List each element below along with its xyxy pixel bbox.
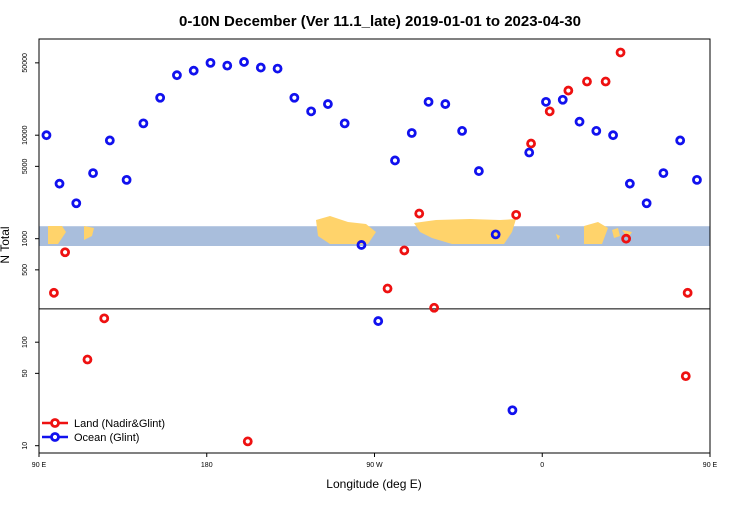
x-tick-label: 90 W (366, 462, 383, 469)
y-tick-label: 10 (22, 442, 29, 450)
ocean-point (155, 92, 166, 103)
ocean-point (289, 92, 300, 103)
land-sulawesi (612, 228, 620, 238)
x-tick-label: 90 E (32, 462, 47, 469)
ocean-point (457, 126, 468, 136)
ocean-point (339, 118, 350, 129)
ocean-point (41, 130, 52, 141)
ocean-point (205, 57, 216, 68)
land-point (429, 302, 440, 313)
ocean-point (188, 65, 199, 76)
y-tick-label: 100 (22, 336, 29, 348)
land-point (49, 287, 59, 298)
ocean-point (306, 106, 317, 117)
land-south-america (316, 216, 376, 244)
land-point (511, 209, 522, 220)
land-point (242, 436, 253, 447)
y-tick-label: 5000 (22, 158, 29, 174)
land-point (414, 208, 425, 219)
ocean-point (440, 99, 451, 109)
ocean-point (658, 168, 669, 179)
chart-title: 0-10N December (Ver 11.1_late) 2019-01-0… (179, 13, 581, 30)
ocean-point (490, 229, 501, 240)
ocean-point (356, 240, 367, 250)
land-africa (414, 219, 516, 244)
land-sri-lanka (556, 234, 560, 240)
y-axis-label: N Total (0, 226, 12, 263)
ocean-point (323, 99, 333, 109)
land-point (615, 47, 626, 58)
ocean-point (71, 198, 82, 209)
y-tick-label: 1000 (22, 231, 29, 247)
ocean-point (574, 116, 585, 127)
land-point (582, 76, 592, 87)
land-point (544, 106, 555, 117)
ocean-point (104, 135, 115, 146)
x-tick-label: 180 (201, 462, 213, 469)
x-tick-label: 0 (540, 462, 544, 469)
legend: Land (Nadir&Glint) Ocean (Glint) (42, 418, 165, 444)
ocean-point (608, 130, 618, 141)
legend-marker (50, 418, 60, 428)
x-axis-label: Longitude (deg E) (326, 477, 421, 491)
land-point (680, 371, 691, 382)
ocean-point (641, 198, 652, 209)
ocean-point (54, 178, 65, 189)
land-point (682, 287, 693, 298)
ocean-point (390, 155, 400, 166)
land-point (526, 138, 536, 149)
y-tick-label: 10000 (22, 125, 29, 145)
x-tick-label: 90 E (703, 462, 718, 469)
ocean-point (524, 147, 535, 158)
ocean-point (255, 62, 266, 73)
land-point (99, 313, 110, 324)
axis-ticks: 90 E 180 90 W 0 90 E 10 50 100 500 1000 5000 10000 5… (22, 53, 718, 469)
land-new-guinea (84, 226, 94, 240)
ocean-point (373, 316, 384, 326)
data-points (41, 47, 702, 447)
land-point (621, 233, 632, 244)
legend-label: Land (Nadir&Glint) (74, 418, 165, 430)
land-point (382, 283, 393, 294)
ocean-point (423, 96, 434, 107)
ocean-point (239, 57, 249, 67)
ocean-point (222, 60, 233, 71)
map-ocean (39, 226, 710, 246)
ocean-point (172, 70, 182, 81)
land-point (399, 245, 410, 256)
ocean-point (473, 166, 484, 176)
ocean-point (624, 178, 635, 189)
land-borneo-right (584, 222, 608, 244)
legend-label: Ocean (Glint) (74, 432, 139, 444)
ocean-point (675, 135, 686, 146)
ocean-point (138, 118, 149, 129)
map-strip (39, 216, 710, 246)
y-tick-label: 50 (22, 369, 29, 377)
land-point (600, 76, 611, 87)
ocean-point (406, 128, 417, 138)
ocean-point (121, 174, 132, 185)
ocean-point (557, 94, 568, 105)
ocean-point (692, 174, 702, 185)
y-tick-label: 500 (22, 264, 29, 276)
land-point (563, 85, 574, 96)
ocean-point (88, 168, 98, 179)
ocean-point (272, 63, 283, 74)
ocean-point (541, 96, 551, 107)
ocean-point (507, 405, 518, 416)
land-point (60, 247, 70, 258)
land-point (82, 354, 93, 365)
legend-marker (50, 432, 60, 442)
land-borneo-left (48, 226, 66, 244)
ocean-point (591, 126, 602, 136)
y-tick-label: 50000 (22, 53, 29, 73)
